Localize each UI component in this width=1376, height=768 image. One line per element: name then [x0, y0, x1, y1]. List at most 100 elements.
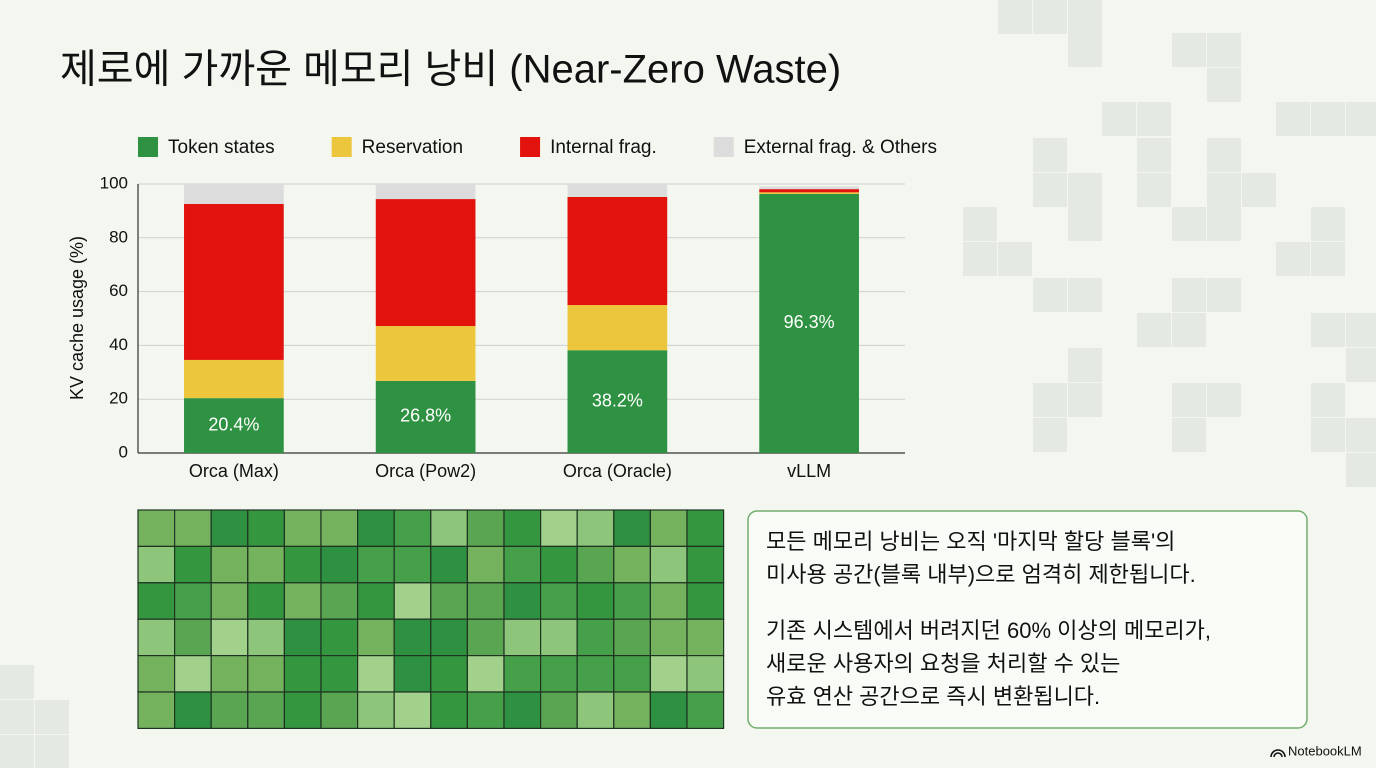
bg-square — [1346, 453, 1376, 487]
memory-block — [357, 509, 395, 548]
x-tick-label: Orca (Oracle) — [563, 461, 672, 481]
memory-block — [539, 582, 578, 620]
bg-square — [0, 735, 34, 768]
memory-block — [466, 618, 505, 657]
bg-square — [1033, 173, 1067, 207]
memory-block — [357, 654, 395, 693]
bg-square — [1033, 0, 1067, 34]
memory-block — [503, 691, 542, 730]
memory-block — [210, 509, 249, 548]
memory-block — [686, 618, 725, 657]
memory-block — [357, 582, 395, 620]
bg-square — [1172, 278, 1206, 312]
data-label: 20.4% — [208, 414, 259, 434]
bg-square — [1311, 418, 1345, 452]
bg-square — [1068, 348, 1102, 382]
callout-text: 새로운 사용자의 요청을 처리할 수 있는 — [766, 651, 1120, 676]
legend-label: Token states — [168, 137, 275, 158]
memory-block — [503, 582, 542, 620]
memory-block — [686, 691, 725, 730]
bar-segment — [567, 184, 668, 197]
callout-box — [747, 510, 1308, 729]
memory-block — [576, 509, 615, 548]
memory-block — [210, 582, 249, 620]
memory-block — [393, 509, 432, 548]
bg-square — [1207, 33, 1241, 67]
bar-segment — [375, 326, 476, 381]
bar-segment — [184, 203, 284, 360]
memory-block — [174, 582, 212, 620]
bar-segment — [375, 199, 476, 327]
memory-block — [649, 545, 688, 584]
y-tick-label: 60 — [109, 281, 128, 300]
memory-block — [649, 509, 688, 548]
legend-label: Reservation — [362, 137, 463, 158]
bar-segment — [184, 398, 284, 453]
memory-block — [539, 509, 578, 548]
memory-block — [613, 582, 651, 620]
bg-square — [1068, 0, 1102, 34]
memory-block — [247, 654, 286, 693]
memory-block — [247, 618, 286, 657]
bg-square — [963, 242, 997, 276]
memory-block — [430, 618, 468, 657]
data-label: 26.8% — [400, 406, 451, 426]
memory-block — [283, 582, 322, 620]
memory-block — [649, 654, 688, 693]
bg-square — [1207, 68, 1241, 102]
bg-square — [1207, 278, 1241, 312]
memory-block — [320, 582, 359, 620]
bg-square — [963, 207, 997, 241]
bg-square — [35, 700, 69, 734]
memory-block — [210, 618, 249, 657]
bar-segment — [375, 184, 476, 200]
memory-block — [576, 582, 615, 620]
memory-block — [137, 509, 176, 548]
memory-block — [283, 618, 322, 657]
legend-swatch — [331, 137, 352, 157]
memory-block — [174, 654, 212, 693]
bar-segment — [759, 193, 859, 453]
memory-block — [174, 691, 212, 730]
y-tick-label: 40 — [109, 335, 128, 354]
memory-block — [539, 545, 578, 584]
memory-block — [137, 582, 176, 620]
memory-block — [137, 654, 176, 693]
bg-square — [1276, 102, 1310, 136]
data-label: 96.3% — [784, 312, 835, 332]
memory-block — [247, 691, 286, 730]
memory-block — [137, 691, 176, 730]
memory-block — [283, 654, 322, 693]
bar-segment — [759, 189, 859, 193]
memory-block — [247, 545, 286, 584]
bar-segment — [759, 192, 859, 194]
memory-block — [174, 509, 212, 548]
bar-segment — [184, 359, 284, 399]
memory-block — [686, 582, 725, 620]
bg-square — [1068, 207, 1102, 241]
legend-swatch — [138, 137, 158, 157]
branding-icon — [1270, 749, 1286, 758]
memory-block — [466, 654, 505, 693]
bar-segment — [184, 184, 284, 204]
bg-square — [1033, 383, 1067, 417]
legend-swatch — [713, 137, 734, 157]
bg-square — [998, 0, 1032, 34]
bg-square — [1207, 207, 1241, 241]
memory-block — [283, 691, 322, 730]
y-tick-label: 0 — [119, 442, 128, 461]
bg-square — [1033, 418, 1067, 452]
branding: NotebookLM — [1288, 743, 1362, 758]
bg-square — [1311, 383, 1345, 417]
memory-block — [686, 509, 725, 548]
memory-block — [503, 545, 542, 584]
memory-block — [613, 618, 651, 657]
x-tick-label: Orca (Max) — [189, 461, 279, 481]
memory-block — [576, 654, 615, 693]
bg-square — [1346, 348, 1376, 382]
bar-segment — [567, 196, 668, 306]
memory-block — [393, 618, 432, 657]
bg-square — [1068, 383, 1102, 417]
